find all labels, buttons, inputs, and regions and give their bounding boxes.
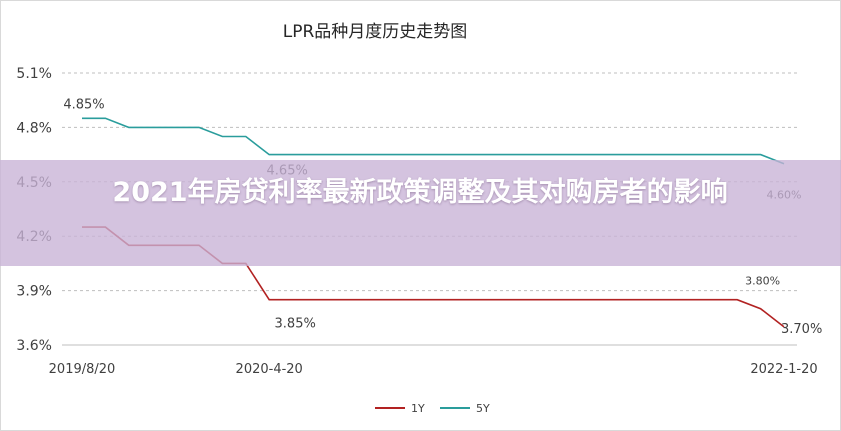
headline-text: 2021年房贷利率最新政策调整及其对购房者的影响	[112, 177, 728, 208]
legend-item-5Y: 5Y	[440, 402, 490, 415]
x-tick-label: 2020-4-20	[236, 362, 303, 377]
data-label: 3.85%	[275, 317, 316, 332]
chart-title: LPR品种月度历史走势图	[283, 22, 468, 42]
legend-label: 1Y	[411, 402, 425, 415]
data-label: 3.80%	[745, 275, 780, 288]
y-tick-label: 5.1%	[16, 66, 52, 82]
data-label: 4.85%	[63, 97, 104, 112]
headline-banner	[0, 160, 841, 266]
legend: 1Y 5Y	[375, 402, 490, 415]
legend-label: 5Y	[476, 402, 490, 415]
x-axis-ticks: 2019/8/20 2020-4-20 2022-1-20	[49, 362, 818, 377]
data-label: 3.70%	[781, 322, 822, 337]
x-tick-label: 2019/8/20	[49, 362, 116, 377]
x-tick-label: 2022-1-20	[750, 362, 817, 377]
legend-item-1Y: 1Y	[375, 402, 425, 415]
y-tick-label: 3.9%	[16, 284, 52, 300]
y-tick-label: 3.6%	[16, 338, 52, 354]
series-line-5Y	[82, 117, 785, 165]
y-tick-label: 4.8%	[16, 120, 52, 136]
